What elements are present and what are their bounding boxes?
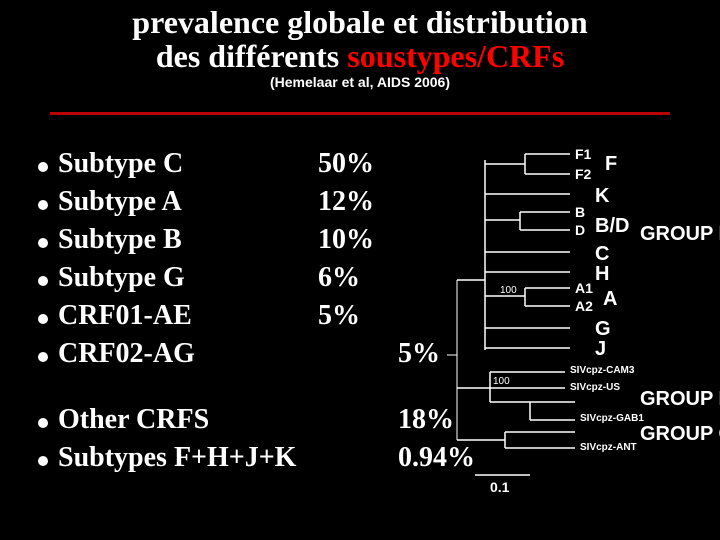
title-block: prevalence globale et distribution des d…	[0, 0, 720, 90]
title-line-2: des différents soustypes/CRFs	[0, 40, 720, 74]
group-m-label: GROUP M	[640, 223, 720, 245]
tip-g: G	[595, 318, 611, 340]
title-line-1: prevalence globale et distribution	[0, 6, 720, 40]
bootstrap-100: 100	[500, 285, 517, 296]
siv-gab1: SIVcpz-GAB1	[580, 413, 644, 424]
bootstrap-100b: 100	[493, 376, 510, 387]
subtype-label: Other CRFS	[58, 404, 318, 436]
bullet-icon	[38, 238, 48, 248]
tip-bd: B/D	[595, 215, 629, 237]
citation: (Hemelaar et al, AIDS 2006)	[0, 75, 720, 90]
list-item: Subtype A 12%	[38, 186, 458, 224]
subtype-label: CRF01-AE	[58, 300, 318, 332]
title-line-2-red: soustypes/CRFs	[347, 38, 564, 74]
tip-f1: F1	[575, 146, 592, 162]
subtype-value: 50%	[318, 148, 374, 180]
phylo-tree: F1 F2 F K B D B/D C H A1 A2 A 100 G J	[445, 140, 720, 510]
subtype-label: Subtype A	[58, 186, 318, 218]
list-item: CRF02-AG 5%	[38, 338, 458, 376]
subtype-value: 5%	[318, 300, 360, 332]
tip-b: B	[575, 204, 585, 220]
subtype-label: Subtype C	[58, 148, 318, 180]
siv-cam3: SIVcpz-CAM3	[570, 365, 635, 376]
tip-a1: A1	[575, 280, 593, 296]
bullet-icon	[38, 418, 48, 428]
scale-label: 0.1	[490, 479, 510, 495]
divider-rule	[50, 112, 670, 115]
tip-k: K	[595, 185, 610, 207]
bullet-icon	[38, 314, 48, 324]
tip-d: D	[575, 222, 585, 238]
bullet-icon	[38, 352, 48, 362]
siv-us: SIVcpz-US	[570, 382, 620, 393]
tip-j: J	[595, 338, 606, 360]
subtype-value: 10%	[318, 224, 374, 256]
tip-h: H	[595, 263, 609, 285]
bullet-icon	[38, 456, 48, 466]
tip-f2: F2	[575, 166, 592, 182]
list-item: Subtypes F+H+J+K 0.94%	[38, 442, 458, 480]
title-line-2-white: des différents	[156, 38, 347, 74]
subtype-label: Subtype B	[58, 224, 318, 256]
bullet-icon	[38, 276, 48, 286]
list-item: Subtype C 50%	[38, 148, 458, 186]
list-item: Subtype G 6%	[38, 262, 458, 300]
list-item: Other CRFS 18%	[38, 404, 458, 442]
subtype-value: 5%	[398, 338, 440, 370]
list-item: Subtype B 10%	[38, 224, 458, 262]
subtype-value: 6%	[318, 262, 360, 294]
tip-a2: A2	[575, 298, 593, 314]
bullet-icon	[38, 200, 48, 210]
siv-ant: SIVcpz-ANT	[580, 442, 637, 453]
bullet-icon	[38, 162, 48, 172]
content-list: Subtype C 50% Subtype A 12% Subtype B 10…	[38, 148, 458, 480]
subtype-label: Subtype G	[58, 262, 318, 294]
group-o-label: GROUP O	[640, 423, 720, 445]
subtype-value: 12%	[318, 186, 374, 218]
subtype-label: Subtypes F+H+J+K	[58, 442, 318, 474]
subtype-label: CRF02-AG	[58, 338, 318, 370]
group-n-label: GROUP N	[640, 388, 720, 410]
tip-f: F	[605, 153, 617, 175]
tip-a: A	[603, 288, 617, 310]
tip-c: C	[595, 243, 609, 265]
list-item: CRF01-AE 5%	[38, 300, 458, 338]
